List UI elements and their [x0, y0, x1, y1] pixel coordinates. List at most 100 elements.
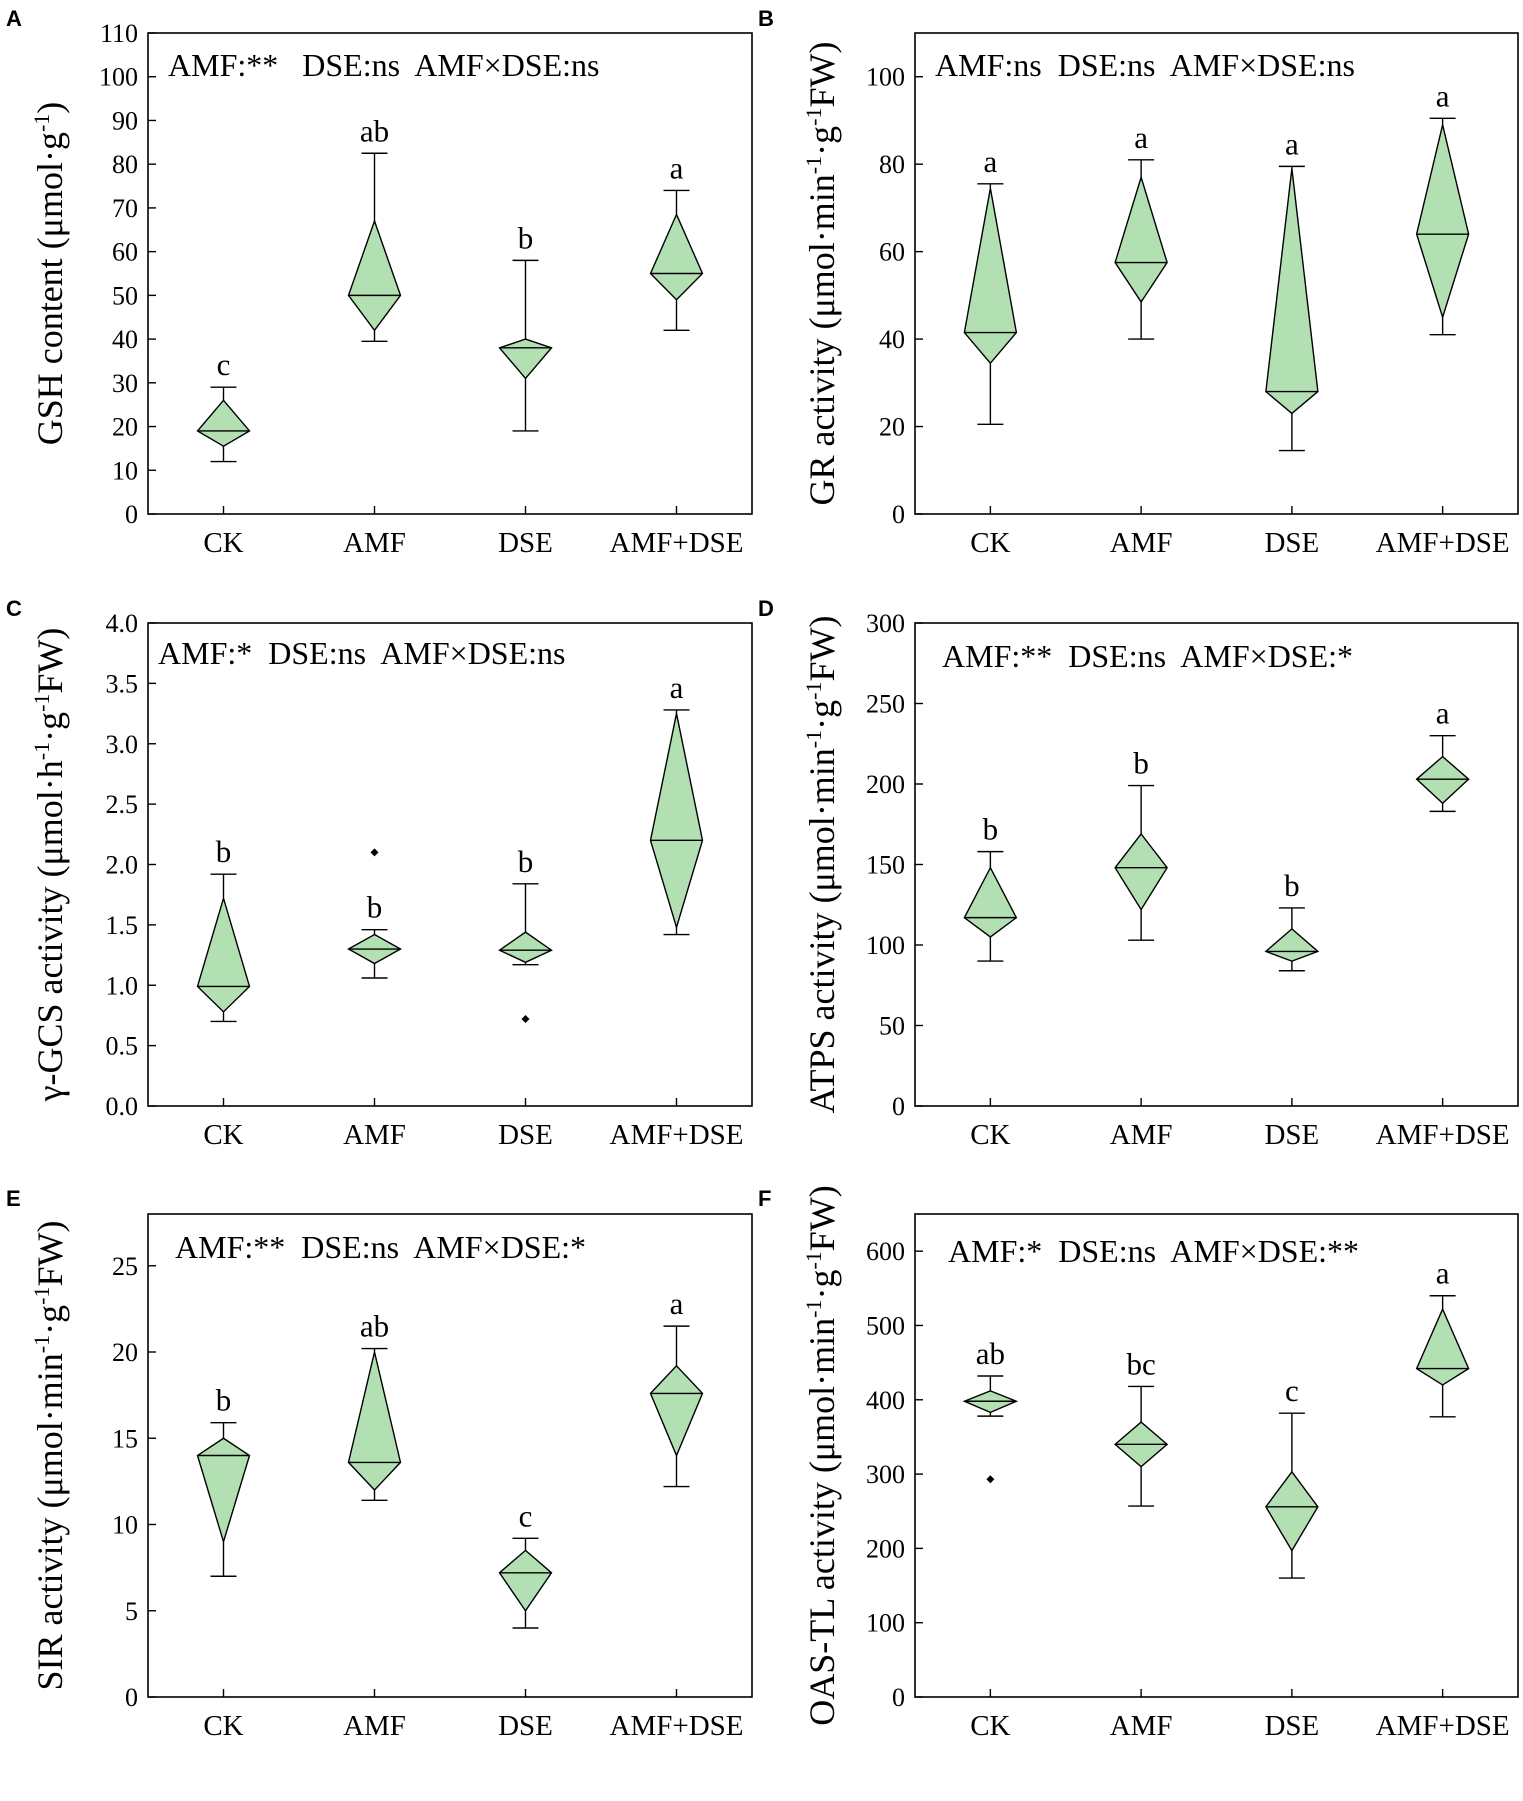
y-tick-label: 15	[112, 1424, 138, 1453]
y-axis-label: γ-GCS activity (μmol·h-1·g-1FW)	[29, 628, 70, 1103]
significance-letter: a	[670, 670, 684, 705]
significance-letter: ab	[360, 113, 389, 148]
y-tick-label: 100	[866, 1609, 905, 1638]
x-category-label: CK	[203, 1119, 243, 1151]
significance-letter: ab	[360, 1309, 389, 1344]
y-axis-label: GR activity (μmol·min-1·g-1FW)	[801, 42, 842, 506]
x-category-label: AMF	[343, 1119, 406, 1151]
significance-letter: a	[670, 150, 684, 185]
x-category-label: AMF	[1110, 1710, 1173, 1742]
significance-letter: a	[1436, 1256, 1450, 1291]
stat-annotation: AMF:** DSE:ns AMF×DSE:*	[942, 638, 1353, 674]
group-amf-dse: a	[649, 670, 704, 936]
y-tick-label: 3.0	[106, 730, 139, 759]
y-tick-label: 20	[112, 1338, 138, 1367]
x-category-label: AMF+DSE	[1376, 1710, 1510, 1742]
y-tick-label: 70	[112, 194, 138, 223]
group-amf: ab	[347, 1309, 402, 1502]
panel-b: B 0 20 40 60 80 100 CK AMF DSE AMF+DSE GR activity …	[758, 6, 1519, 559]
panel-f: F 0 100 200 300 400 500 600 CK AMF DSE AMF+DSE OAS-T…	[758, 1185, 1519, 1742]
significance-letter: a	[1436, 696, 1450, 731]
x-category-label: CK	[203, 527, 243, 559]
significance-letter: b	[216, 834, 232, 869]
y-axis-label: SIR activity (μmol·min-1·g-1FW)	[29, 1221, 70, 1691]
y-tick-label: 4.0	[106, 609, 139, 638]
y-axis-label: GSH content (μmol·g-1)	[29, 102, 70, 446]
panel-label: B	[758, 6, 774, 31]
box-diamond	[196, 1437, 251, 1545]
group-ck: b	[196, 1383, 251, 1577]
group-amf: bc	[1114, 1346, 1169, 1507]
y-tick-label: 500	[866, 1311, 905, 1340]
x-category-label: CK	[970, 527, 1010, 559]
significance-letter: c	[217, 347, 231, 382]
y-tick-label: 50	[879, 1012, 905, 1041]
y-tick-label: 80	[112, 150, 138, 179]
y-tick-label: 2.0	[106, 851, 139, 880]
significance-letter: b	[1284, 868, 1300, 903]
stat-annotation: AMF:* DSE:ns AMF×DSE:ns	[158, 635, 565, 671]
y-axis-label: OAS-TL activity (μmol·min-1·g-1FW)	[801, 1185, 842, 1726]
panel-e: E 0 5 10 15 20 25 CK AMF DSE AMF+DSE SIR activity (…	[6, 1186, 753, 1742]
x-category-label: AMF+DSE	[610, 527, 744, 559]
box-diamond	[1415, 124, 1470, 320]
y-tick-label: 20	[879, 413, 905, 442]
y-tick-label: 0.0	[106, 1092, 139, 1121]
group-amf: a	[1114, 120, 1168, 340]
stat-annotation: AMF:* DSE:ns AMF×DSE:**	[948, 1233, 1359, 1269]
y-tick-label: 400	[866, 1386, 905, 1415]
group-ck: a	[963, 144, 1018, 426]
y-tick-label: 30	[112, 369, 138, 398]
group-amf-dse: a	[649, 150, 704, 332]
significance-letter: a	[983, 144, 997, 179]
x-category-label: CK	[970, 1119, 1010, 1151]
y-tick-label: 1.5	[106, 911, 139, 940]
significance-letter: b	[518, 844, 534, 879]
panel-label: A	[6, 6, 22, 31]
significance-letter: b	[983, 812, 999, 847]
significance-letter: bc	[1126, 1346, 1155, 1381]
y-tick-label: 200	[866, 770, 905, 799]
box-diamond	[498, 338, 553, 380]
plot-frame	[914, 1213, 1519, 1698]
x-category-label: DSE	[1264, 1710, 1319, 1742]
x-category-label: AMF	[343, 1710, 406, 1742]
y-tick-label: 90	[112, 106, 138, 135]
outlier-point	[370, 848, 379, 857]
y-tick-label: 25	[112, 1252, 138, 1281]
stat-annotation: AMF:** DSE:ns AMF×DSE:*	[175, 1229, 586, 1265]
y-tick-label: 300	[866, 609, 905, 638]
y-tick-label: 110	[100, 19, 138, 48]
group-amf-dse: a	[1415, 78, 1470, 336]
group-amf: b	[347, 848, 402, 979]
y-tick-label: 0	[125, 500, 138, 529]
significance-letter: ab	[976, 1336, 1005, 1371]
box-diamond	[498, 1549, 553, 1612]
box-diamond	[1264, 927, 1320, 962]
plot-frame	[914, 622, 1519, 1107]
y-axis-label: ATPS activity (μmol·min-1·g-1FW)	[801, 616, 842, 1114]
y-tick-label: 10	[112, 456, 138, 485]
y-tick-label: 600	[866, 1237, 905, 1266]
outlier-point	[521, 1015, 530, 1024]
box-diamond	[963, 866, 1018, 938]
significance-letter: b	[216, 1383, 232, 1418]
box-diamond	[649, 713, 704, 930]
box-diamond	[1114, 832, 1168, 911]
x-category-label: AMF+DSE	[610, 1119, 744, 1151]
y-tick-label: 80	[879, 150, 905, 179]
y-tick-label: 2.5	[106, 790, 139, 819]
stat-annotation: AMF:** DSE:ns AMF×DSE:ns	[168, 47, 599, 83]
group-amf: b	[1114, 746, 1168, 941]
box-diamond	[649, 1364, 704, 1458]
significance-letter: b	[518, 220, 534, 255]
significance-letter: c	[519, 1498, 533, 1533]
y-tick-label: 0	[125, 1683, 138, 1712]
group-dse: b	[1264, 868, 1320, 972]
box-diamond	[1114, 174, 1168, 304]
significance-letter: a	[1285, 126, 1299, 161]
y-tick-label: 0	[892, 500, 905, 529]
y-tick-label: 200	[866, 1534, 905, 1563]
y-tick-label: 0	[892, 1092, 905, 1121]
group-dse: a	[1265, 126, 1319, 452]
